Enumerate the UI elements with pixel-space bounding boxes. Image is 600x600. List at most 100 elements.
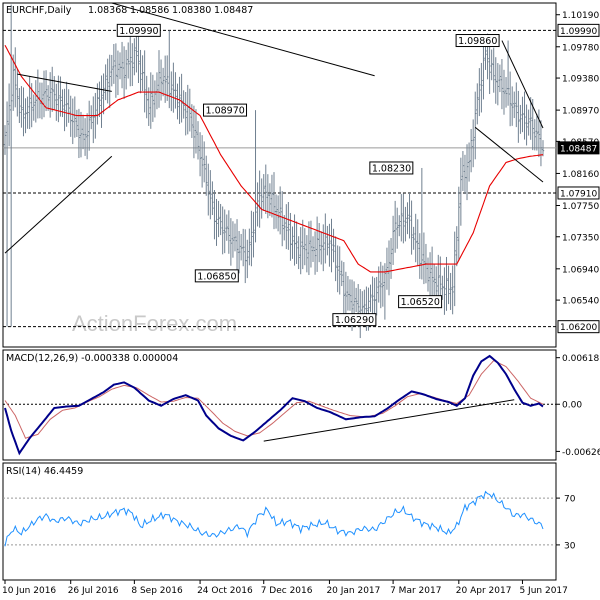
ohlc-bar	[233, 223, 237, 252]
macd-trendline	[263, 399, 515, 442]
date-tick-label: 5 Jun 2017	[519, 586, 567, 596]
ohlc-bar	[102, 73, 105, 115]
ohlc-bar	[260, 178, 263, 219]
ohlc-bar	[166, 55, 169, 101]
ohlc-bar	[264, 164, 267, 214]
ohlc-bar	[59, 76, 62, 117]
ohlc-bar	[426, 257, 430, 292]
macd-line	[4, 354, 544, 456]
macd-title: MACD(12,26,9) -0.000338 0.000004	[6, 353, 178, 364]
ohlc-bar	[106, 58, 109, 104]
rsi-tick-label: 30	[564, 541, 576, 551]
ohlc-bar	[502, 69, 506, 115]
price-tick-label: 1.07750	[562, 202, 599, 212]
ohlc-bar	[461, 151, 465, 191]
trendline-3	[501, 40, 544, 129]
rsi-pane-frame	[2, 462, 557, 581]
ohlc-bar	[87, 100, 91, 151]
price-pane-frame	[2, 2, 557, 348]
rsi-line	[4, 490, 544, 547]
ohlc-bar	[98, 81, 101, 118]
ohlc-bar	[344, 271, 348, 319]
date-tick-label: 7 Mar 2017	[390, 586, 441, 596]
ohlc-bar	[223, 209, 226, 254]
price-tick-label: 1.09780	[562, 43, 599, 53]
ohlc-bar	[241, 228, 245, 267]
price-tick-label: 1.08970	[562, 107, 599, 117]
ohlc-bar	[451, 265, 454, 315]
price-horizontal-levels	[3, 29, 556, 328]
level-label-5: 1.06520	[398, 295, 443, 309]
watermark: ActionForex.com	[72, 311, 237, 336]
ohlc-bar	[100, 75, 103, 128]
ohlc-bar	[20, 86, 23, 128]
level-price-tag: 1.07910	[557, 186, 600, 200]
svg-text:1.06850: 1.06850	[197, 271, 236, 282]
ohlc-bar	[474, 91, 477, 160]
date-tick-label: 10 Jun 2016	[2, 586, 56, 596]
ohlc-bar	[303, 228, 307, 266]
ohlc-bar	[513, 91, 516, 119]
ohlc-bar	[414, 213, 417, 263]
ohlc-bar	[196, 121, 200, 160]
ohlc-bar	[200, 135, 204, 188]
ohlc-bar	[408, 192, 411, 239]
macd-axis: 0.00618 0.00 -0.00626	[556, 354, 600, 458]
ohlc-bar	[539, 120, 543, 167]
ohlc-bar	[443, 267, 446, 315]
ohlc-bar	[467, 142, 471, 182]
price-axis: 1.101901.097801.093801.089701.085701.081…	[556, 11, 600, 334]
svg-text:1.09990: 1.09990	[560, 27, 597, 37]
ohlc-bar	[283, 215, 286, 241]
ohlc-bar	[490, 49, 493, 81]
ohlc-bar	[500, 58, 504, 110]
ohlc-bar	[338, 246, 341, 295]
ohlc-bar	[270, 174, 274, 218]
ohlc-bar	[159, 59, 163, 101]
ohlc-bar	[71, 98, 74, 145]
date-tick-label: 20 Apr 2017	[456, 586, 512, 596]
ohlc-bar	[67, 89, 70, 123]
date-tick-label: 7 Dec 2016	[261, 586, 313, 596]
price-tick-label: 1.09380	[562, 75, 599, 85]
ohlc-high: 1.08586	[130, 5, 169, 16]
ohlc-bar	[529, 97, 532, 140]
ohlc-bar	[237, 231, 241, 274]
ohlc-bar	[445, 256, 448, 311]
level-label-2: 1.06850	[194, 269, 239, 283]
signal-line	[4, 359, 544, 439]
svg-text:1.08970: 1.08970	[206, 106, 245, 117]
ohlc-bar	[449, 272, 452, 310]
ohlc-bar	[122, 46, 126, 100]
ohlc-bar	[147, 87, 150, 126]
ohlc-bar	[209, 170, 212, 220]
ohlc-low: 1.08380	[172, 5, 211, 16]
macd-lines	[4, 354, 544, 456]
rsi-axis: 70 30	[556, 495, 576, 551]
ohlc-bar	[510, 86, 514, 126]
ohlc-bar	[400, 194, 403, 242]
ohlc-bar	[537, 109, 541, 158]
ohlc-bar	[299, 227, 302, 275]
date-tick-label: 20 Jan 2017	[326, 586, 380, 596]
ohlc-bar	[139, 49, 142, 94]
ohlc-bar	[129, 34, 132, 87]
date-tick-label: 8 Sep 2016	[131, 586, 183, 596]
trendline-2	[111, 2, 375, 77]
ohlc-bar	[42, 70, 46, 118]
ohlc-bar	[161, 67, 165, 97]
ohlc-bar	[24, 98, 27, 134]
svg-text:1.08487: 1.08487	[560, 144, 597, 154]
ohlc-bar	[176, 83, 179, 120]
trendline-0	[4, 155, 113, 254]
ohlc-bar	[114, 43, 118, 98]
ohlc-bar	[432, 264, 436, 297]
ohlc-bar	[12, 54, 15, 111]
ohlc-bar	[525, 104, 528, 146]
rsi-line	[4, 490, 544, 547]
ohlc-bar	[330, 218, 333, 273]
ohlc-bar	[229, 218, 233, 266]
ohlc-bar	[410, 200, 413, 255]
ohlc-bar	[207, 163, 210, 216]
ohlc-bar	[441, 275, 444, 300]
